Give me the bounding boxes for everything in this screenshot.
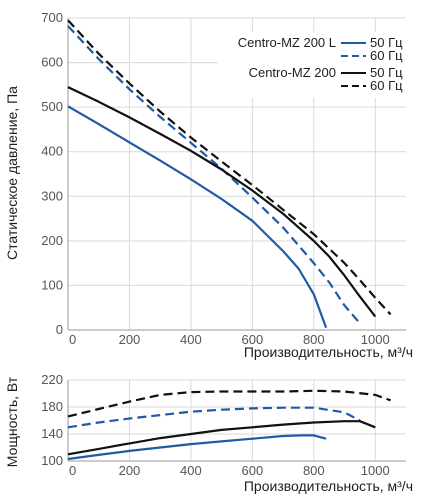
pressure-tick-labels: 0 100 200 300 400 500 600 700 0 200 400 600 800 1000	[41, 10, 389, 347]
legend-frequency-label: 60 Гц	[370, 78, 403, 93]
pressure-y-tick-label: 700	[41, 10, 63, 25]
pressure-x-axis-title: Производительность, м³/ч	[244, 344, 413, 360]
power-line-centro-mz-200-l-50-гц	[67, 434, 327, 461]
pressure-y-tick-label: 200	[41, 233, 63, 248]
power-tick-labels: 100 140 180 220 0 200 400 600 800 1000	[41, 372, 389, 478]
pressure-y-axis-title: Статическое давление, Па	[4, 86, 20, 260]
power-x-tick-label: 0	[69, 463, 76, 478]
power-line-centro-mz-200-l-60-гц	[67, 406, 361, 429]
pressure-x-tick-label: 200	[119, 332, 141, 347]
power-y-tick-label: 100	[41, 453, 63, 468]
pressure-y-tick-label: 0	[56, 322, 63, 337]
pressure-series	[67, 19, 392, 329]
power-y-axis-title: Мощность, Вт	[4, 376, 20, 467]
pressure-x-tick-label: 400	[180, 332, 202, 347]
legend: Centro-MZ 200 L 50 Гц 60 Гц Centro-MZ 20…	[218, 32, 413, 98]
power-grid	[67, 379, 406, 462]
pressure-line-centro-mz-200-l-60-гц	[67, 25, 361, 325]
pressure-y-tick-label: 300	[41, 188, 63, 203]
pressure-y-tick-label: 100	[41, 277, 63, 292]
pressure-x-tick-label: 1000	[361, 332, 390, 347]
legend-model-label: Centro-MZ 200	[249, 65, 336, 80]
power-x-tick-label: 200	[119, 463, 141, 478]
pressure-x-tick-label: 0	[69, 332, 76, 347]
legend-model-label: Centro-MZ 200 L	[238, 35, 336, 50]
pressure-x-tick-label: 800	[303, 332, 325, 347]
power-y-tick-label: 140	[41, 426, 63, 441]
legend-frequency-label: 60 Гц	[370, 48, 403, 63]
pressure-line-centro-mz-200-l-50-гц	[67, 105, 328, 329]
pressure-x-tick-label: 600	[242, 332, 264, 347]
power-line-centro-mz-200-60-гц	[67, 389, 391, 418]
pressure-y-tick-label: 600	[41, 55, 63, 70]
pressure-line-centro-mz-200-50-гц	[67, 86, 377, 318]
pressure-y-tick-label: 500	[41, 99, 63, 114]
pressure-line-centro-mz-200-60-гц	[67, 19, 392, 316]
power-y-tick-label: 180	[41, 399, 63, 414]
power-series	[67, 389, 391, 461]
power-x-axis-title: Производительность, м³/ч	[244, 478, 413, 494]
power-x-tick-label: 800	[303, 463, 325, 478]
power-x-tick-label: 400	[180, 463, 202, 478]
legend-frequency-label: 50 Гц	[370, 65, 403, 80]
legend-background	[218, 32, 413, 98]
power-y-tick-label: 220	[41, 372, 63, 387]
pressure-y-tick-label: 400	[41, 144, 63, 159]
legend-frequency-label: 50 Гц	[370, 35, 403, 50]
power-x-tick-label: 600	[242, 463, 264, 478]
power-line-centro-mz-200-50-гц	[67, 420, 376, 456]
power-x-tick-label: 1000	[361, 463, 390, 478]
